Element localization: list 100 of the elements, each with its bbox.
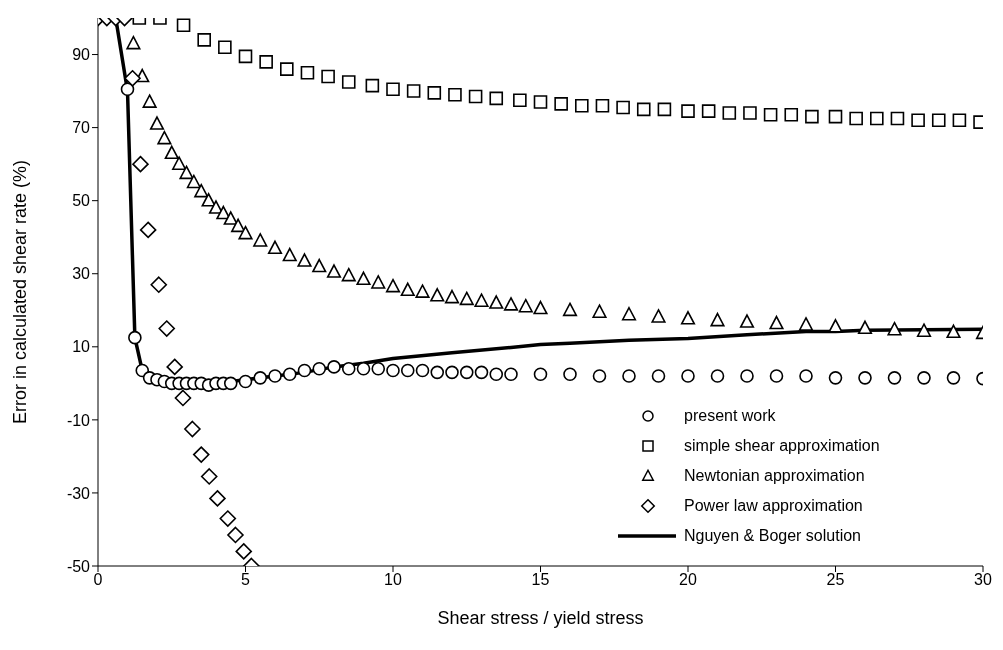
- y-tick-label: -50: [66, 557, 91, 575]
- point: [911, 113, 925, 128]
- point: [341, 75, 356, 89]
- point: [681, 369, 695, 383]
- point: [124, 69, 141, 87]
- point: [445, 365, 459, 380]
- point: [931, 113, 946, 128]
- y-tick-label: -30: [66, 484, 91, 502]
- x-tick-label: 30: [974, 571, 992, 589]
- point: [280, 62, 294, 76]
- point: [657, 102, 672, 117]
- point: [400, 363, 415, 378]
- point: [595, 98, 610, 113]
- point: [743, 106, 757, 120]
- point: [533, 300, 548, 315]
- point: [150, 276, 168, 293]
- point: [176, 18, 191, 33]
- point: [120, 82, 135, 97]
- point: [201, 192, 216, 207]
- point: [828, 319, 843, 333]
- point: [430, 287, 445, 302]
- point: [946, 371, 961, 385]
- point: [740, 369, 754, 383]
- point: [916, 323, 932, 337]
- point: [427, 86, 442, 100]
- point: [356, 361, 371, 376]
- point: [321, 69, 335, 84]
- point: [166, 358, 183, 376]
- point: [231, 218, 246, 233]
- point: [223, 211, 238, 225]
- x-axis-title: Shear stress / yield stress: [437, 608, 644, 628]
- point: [371, 361, 386, 376]
- legend-label: Nguyen & Boger solution: [684, 527, 861, 545]
- point: [533, 367, 548, 381]
- point: [238, 374, 253, 389]
- point: [489, 367, 504, 381]
- point: [621, 306, 637, 321]
- point: [192, 446, 210, 463]
- point: [805, 109, 819, 124]
- point: [681, 104, 695, 118]
- point: [200, 468, 218, 485]
- point: [179, 165, 194, 180]
- point: [563, 367, 577, 381]
- x-tick-label: 25: [826, 571, 845, 589]
- point: [235, 543, 253, 560]
- point: [132, 155, 149, 173]
- point: [769, 369, 784, 383]
- point: [415, 284, 430, 298]
- point: [616, 100, 630, 115]
- point: [172, 156, 187, 171]
- point: [575, 98, 589, 113]
- point: [870, 111, 884, 126]
- point: [371, 275, 386, 289]
- x-tick-label: 5: [241, 571, 251, 589]
- point: [194, 183, 209, 198]
- point: [149, 116, 165, 130]
- y-tick-label: 10: [72, 338, 91, 356]
- point: [828, 371, 843, 385]
- point: [312, 258, 327, 273]
- point: [238, 49, 253, 64]
- point: [769, 315, 784, 330]
- point: [489, 295, 504, 309]
- point: [533, 95, 548, 109]
- y-tick-label: 70: [72, 119, 91, 137]
- legend-label: Power law approximation: [684, 497, 863, 515]
- point: [139, 221, 157, 239]
- y-tick-label: 30: [72, 265, 91, 283]
- point: [651, 369, 666, 383]
- point: [952, 113, 967, 128]
- point: [504, 367, 518, 381]
- point: [184, 420, 201, 438]
- point: [157, 130, 172, 145]
- point: [763, 108, 778, 122]
- point: [282, 247, 297, 262]
- point: [385, 278, 401, 293]
- point: [651, 309, 666, 323]
- x-tick-label: 20: [679, 571, 697, 589]
- point: [142, 94, 157, 108]
- point: [356, 271, 371, 286]
- point: [474, 365, 489, 380]
- point: [327, 360, 341, 374]
- point: [312, 361, 327, 376]
- point: [857, 320, 873, 335]
- point: [448, 87, 462, 102]
- point: [219, 510, 237, 527]
- point: [128, 330, 142, 345]
- point: [459, 365, 474, 380]
- point: [887, 321, 902, 336]
- point: [784, 108, 799, 122]
- x-tick-label: 15: [531, 571, 550, 589]
- point: [297, 253, 312, 267]
- legend-label: simple shear approximation: [684, 437, 880, 455]
- point: [858, 371, 872, 385]
- point: [259, 55, 273, 69]
- point: [444, 289, 460, 304]
- point: [459, 291, 474, 306]
- point: [849, 111, 863, 126]
- point: [386, 363, 400, 378]
- point: [174, 389, 192, 407]
- y-axis-title: Error in calculated shear rate (%): [10, 159, 31, 425]
